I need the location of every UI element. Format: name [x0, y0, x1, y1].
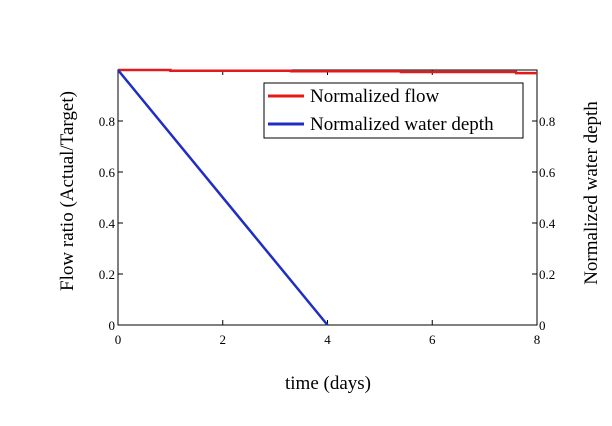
x-tick-label: 4 — [324, 332, 331, 347]
x-tick-label: 0 — [115, 332, 122, 347]
y-tick-label-left: 0 — [109, 318, 116, 333]
series-normalized-flow — [118, 68, 537, 75]
series-normalized-water-depth — [117, 69, 329, 326]
legend-label-depth: Normalized water depth — [310, 114, 494, 135]
y-tick-label-right: 0 — [539, 318, 546, 333]
x-tick-label: 8 — [534, 332, 541, 347]
y-axis-title-left: Flow ratio (Actual/Target) — [57, 91, 78, 291]
y-tick-label-left: 0.2 — [99, 267, 115, 282]
tick-labels: 0 2 4 6 80 00.2 0.20.4 0.40.6 0.60.8 0.8 — [99, 114, 556, 347]
series-lines — [117, 68, 537, 326]
x-axis-title: time (days) — [285, 373, 371, 394]
y-tick-label-right: 0.2 — [539, 267, 555, 282]
legend-box — [263, 82, 524, 139]
y-tick-label-left: 0.6 — [99, 165, 116, 180]
y-tick-label-right: 0.6 — [539, 165, 556, 180]
y-tick-label-right: 0.4 — [539, 216, 556, 231]
legend: Normalized flow Normalized water depth — [263, 82, 524, 139]
x-tick-label: 2 — [220, 332, 227, 347]
y-tick-label-right: 0.8 — [539, 114, 555, 129]
legend-label-flow: Normalized flow — [310, 86, 440, 107]
y-axis-title-right: Normalized water depth — [581, 101, 602, 285]
x-tick-label: 6 — [429, 332, 436, 347]
y-tick-label-left: 0.4 — [99, 216, 116, 231]
y-tick-label-left: 0.8 — [99, 114, 115, 129]
